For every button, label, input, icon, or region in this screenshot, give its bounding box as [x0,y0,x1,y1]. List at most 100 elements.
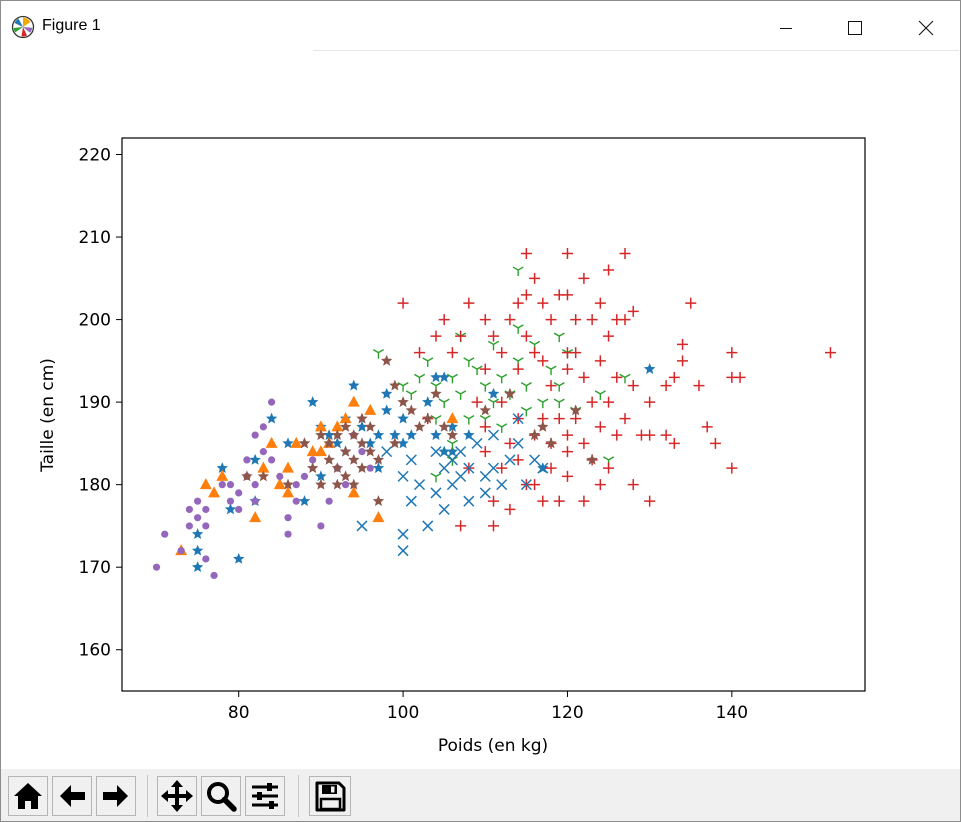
data-point-x [405,495,417,507]
data-point-plus [734,371,746,383]
data-point-plus [561,363,573,375]
data-point-plus [709,437,721,449]
data-point-tri_down [487,398,500,409]
data-point-star [438,371,450,383]
data-point-star [315,429,327,440]
data-point-plus [496,462,508,474]
data-point-circle [161,530,169,538]
data-point-star [569,404,582,416]
data-point-plus [430,330,442,342]
data-point-plus [496,347,508,359]
data-point-star [380,354,393,366]
data-point-tri_down [496,373,508,384]
data-point-plus [726,347,738,359]
data-point-tri_down [553,332,565,343]
forward-button[interactable] [96,776,136,816]
data-point-tri_down [479,382,491,392]
data-point-tri_down [512,266,524,277]
data-point-plus [529,272,541,284]
zoom-button[interactable] [201,776,241,816]
data-point-triangle [364,403,377,415]
data-point-plus [488,330,499,342]
data-point-plus [701,421,713,433]
data-point-tri_down [471,365,483,376]
data-point-tri_down [372,348,384,359]
x-tick-label: 100 [387,703,419,723]
title-separator [313,50,959,51]
data-point-triangle [273,478,286,490]
plot-area-frame [121,137,866,692]
data-point-plus [520,248,532,260]
data-point-plus [644,396,656,408]
data-point-x [471,437,483,449]
data-point-plus [455,520,467,532]
data-point-plus [677,338,689,350]
data-point-plus [685,297,697,309]
data-point-tri_down [463,415,475,425]
figure-canvas[interactable]: 80 100 120 140 160 170 180 190 200 210 220 Poids … [1,51,960,769]
data-point-plus [488,520,499,532]
save-button[interactable] [309,776,351,816]
home-icon [14,783,42,809]
data-point-plus [594,479,606,491]
data-point-plus [586,314,598,326]
data-point-triangle [216,469,229,481]
data-point-triangle [314,420,327,432]
data-point-star [282,478,294,490]
data-point-plus [611,429,623,441]
home-button[interactable] [8,776,48,816]
data-point-circle [284,514,292,522]
title-bar: Figure 1 [1,1,960,51]
data-point-star [241,470,253,482]
data-point-triangle [290,436,303,448]
data-point-star [643,363,656,374]
data-point-triangle [208,486,221,498]
arrow-right-icon [103,785,128,807]
data-point-plus [537,355,549,367]
data-markers [152,248,836,580]
data-point-star [356,462,368,473]
data-point-plus [512,363,524,375]
data-point-tri_down [430,472,442,483]
data-point-star [298,495,311,507]
close-button[interactable] [891,1,959,51]
scatter-chart[interactable]: 80 100 120 140 160 170 180 190 200 210 220 Poids … [1,51,960,769]
data-point-plus [693,380,705,392]
x-axis-ticks: 80 100 120 140 [228,691,748,723]
data-point-plus [578,371,590,383]
back-button[interactable] [52,776,92,816]
pan-button[interactable] [157,776,197,816]
data-point-tri_down [512,324,524,334]
data-point-star [315,470,327,482]
minimize-button[interactable] [752,1,820,51]
data-point-circle [218,481,226,489]
data-point-circle [259,423,267,431]
data-point-plus [578,495,590,507]
data-point-star [331,478,344,490]
window-title: Figure 1 [42,17,101,34]
data-point-triangle [339,412,352,424]
configure-subplots-button[interactable] [245,776,285,816]
data-point-star [348,379,360,391]
data-point-star [372,453,385,465]
data-point-circle [366,464,374,472]
data-point-plus [553,413,565,425]
data-point-star [413,420,426,432]
y-tick-label: 170 [79,558,111,578]
data-point-plus [553,495,565,507]
data-point-circle [267,398,276,406]
data-point-star [463,429,475,440]
data-point-x [397,528,409,540]
data-point-circle [210,571,218,580]
data-point-tri_down [545,365,557,376]
data-point-x [405,454,417,466]
data-point-plus [824,347,836,359]
data-point-plus [446,347,458,359]
data-point-x [512,437,524,449]
data-point-triangle [257,461,270,473]
data-point-plus [611,371,623,383]
data-point-star [438,445,450,457]
maximize-button[interactable] [821,1,889,51]
data-point-star [306,462,319,473]
